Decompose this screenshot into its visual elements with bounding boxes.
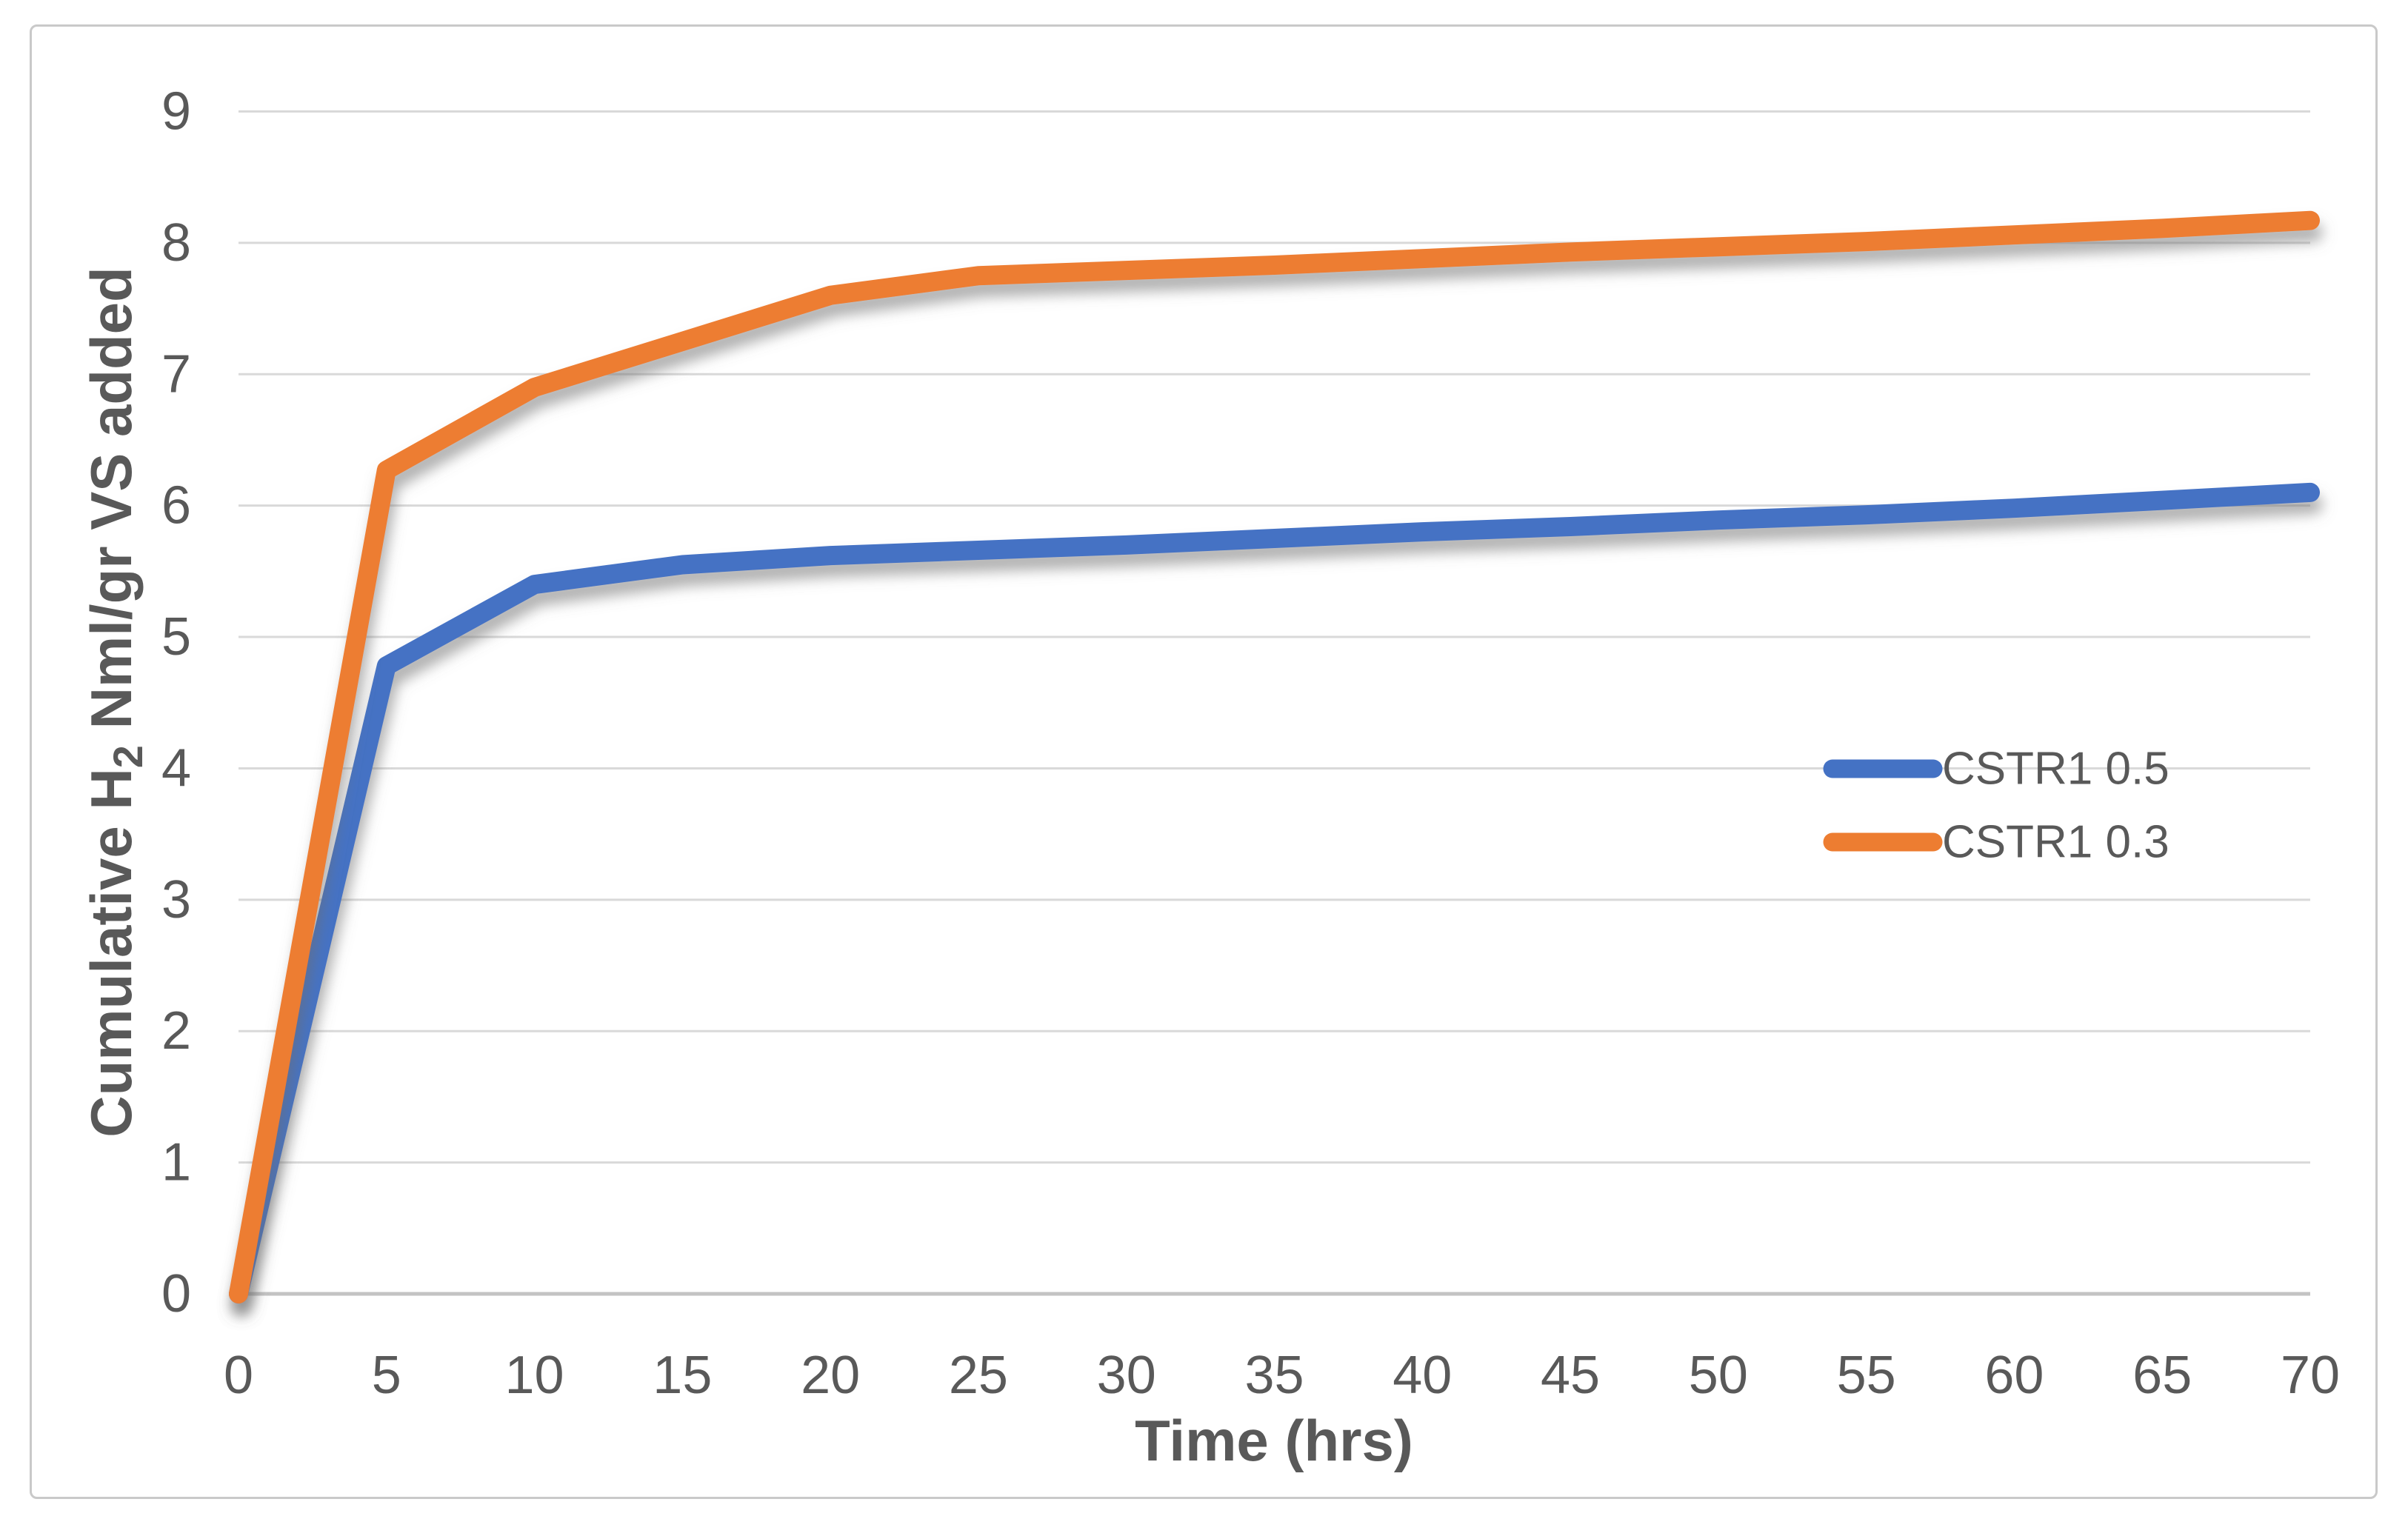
x-axis-tick-labels: 0 5 10 15 20 25 30 35 40 45 50 55 60 65 70	[224, 1346, 2340, 1405]
x-tick-label-60: 60	[1984, 1346, 2044, 1405]
x-tick-label-65: 65	[2132, 1346, 2192, 1405]
y-axis-title-subscript: 2	[104, 745, 151, 768]
x-tick-label-0: 0	[224, 1346, 253, 1405]
x-tick-label-40: 40	[1393, 1346, 1452, 1405]
x-tick-label-10: 10	[505, 1346, 564, 1405]
y-tick-label-0: 0	[161, 1264, 191, 1323]
y-axis-tick-labels: 0 1 2 3 4 5 6 7 8 9	[161, 82, 191, 1324]
y-tick-label-5: 5	[161, 607, 191, 667]
x-tick-label-25: 25	[949, 1346, 1008, 1405]
series-line-cstr1-0-3	[229, 210, 2320, 1303]
y-tick-label-1: 1	[161, 1133, 191, 1192]
legend-label-cstr1-0-5: CSTR1 0.5	[1942, 744, 2169, 795]
series-line-cstr1-0-5	[229, 482, 2320, 1303]
x-axis-title: Time (hrs)	[1135, 1408, 1413, 1473]
y-axis-title-pre: Cumulative H	[79, 768, 144, 1137]
x-tick-label-70: 70	[2281, 1346, 2340, 1405]
x-tick-label-30: 30	[1097, 1346, 1156, 1405]
series-lines	[229, 210, 2320, 1303]
x-tick-label-35: 35	[1244, 1346, 1304, 1405]
y-tick-label-8: 8	[161, 213, 191, 273]
y-tick-label-6: 6	[161, 476, 191, 535]
y-tick-label-7: 7	[161, 344, 191, 404]
x-tick-label-20: 20	[801, 1346, 860, 1405]
x-tick-label-55: 55	[1837, 1346, 1896, 1405]
y-tick-label-4: 4	[161, 738, 191, 798]
legend-label-cstr1-0-3: CSTR1 0.3	[1942, 817, 2169, 868]
y-axis-title: Cumulative H2 Nml/gr VS added	[79, 267, 151, 1137]
x-tick-label-45: 45	[1541, 1346, 1600, 1405]
y-axis-title-post: Nml/gr VS added	[79, 267, 144, 745]
x-tick-label-5: 5	[372, 1346, 401, 1405]
x-tick-label-50: 50	[1689, 1346, 1748, 1405]
y-tick-label-9: 9	[161, 82, 191, 141]
x-tick-label-15: 15	[653, 1346, 712, 1405]
y-tick-label-2: 2	[161, 1001, 191, 1061]
y-tick-label-3: 3	[161, 870, 191, 929]
legend: CSTR1 0.5 CSTR1 0.3	[1823, 744, 2169, 868]
